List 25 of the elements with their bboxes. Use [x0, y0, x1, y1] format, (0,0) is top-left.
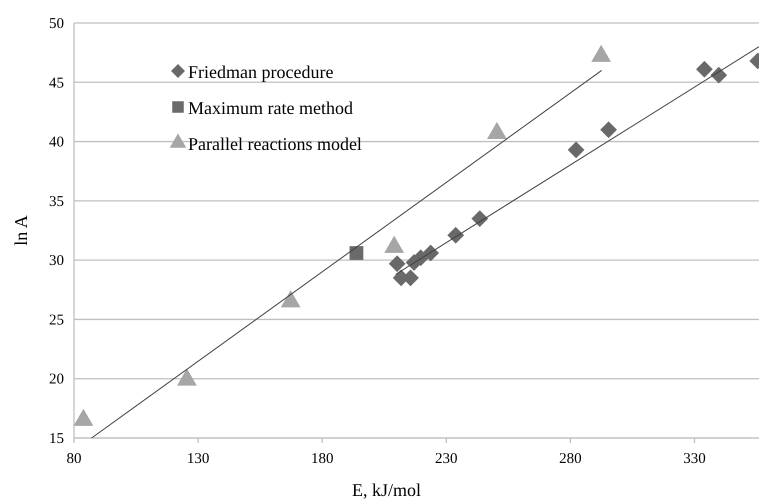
y-tick-label: 45: [49, 75, 64, 92]
legend-label: Friedman procedure: [188, 62, 334, 82]
point: [388, 255, 406, 272]
legend-label: Parallel reactions model: [188, 134, 362, 154]
y-tick-label: 15: [49, 431, 64, 447]
y-tick-label: 35: [49, 194, 64, 210]
y-tick-label: 30: [49, 253, 64, 270]
x-tick-label: 330: [683, 451, 706, 467]
y-tick-label: 20: [49, 372, 64, 388]
x-tick-label: 80: [66, 451, 82, 467]
point: [350, 246, 364, 260]
legend-label: Maximum rate method: [188, 98, 353, 118]
point: [568, 142, 584, 158]
y-tick-label: 25: [49, 312, 64, 328]
x-axis-title: E, kJ/mol: [352, 480, 422, 500]
point: [600, 121, 617, 138]
x-tick-label: 130: [186, 451, 210, 467]
x-tick-label: 280: [559, 451, 582, 467]
y-tick-label: 40: [49, 134, 64, 151]
point: [696, 60, 713, 78]
x-tick-label: 230: [435, 451, 458, 467]
x-tick-label: 180: [310, 451, 334, 467]
y-tick-label: 50: [49, 16, 64, 32]
y-axis-title: ln A: [11, 215, 31, 246]
point: [471, 210, 488, 228]
